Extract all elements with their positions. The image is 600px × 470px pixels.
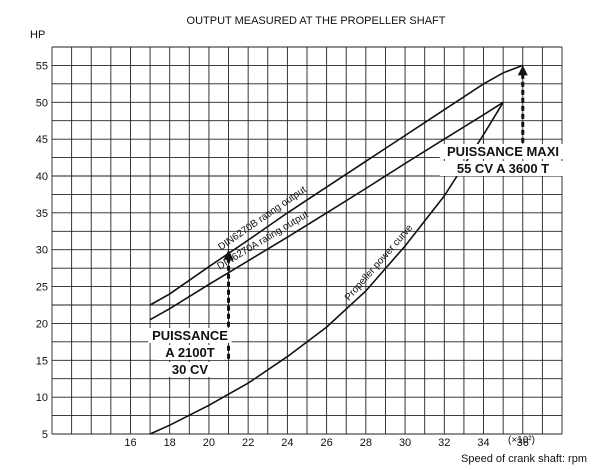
- y-tick-label: 30: [36, 245, 48, 257]
- annotation-arrow-head: [223, 249, 234, 260]
- annotation-line: A 2100T: [165, 345, 214, 360]
- x-axis-label: Speed of crank shaft: rpm: [461, 453, 587, 465]
- annotation-text-bg: [439, 144, 567, 159]
- chart-title: OUTPUT MEASURED AT THE PROPELLER SHAFT: [187, 15, 446, 27]
- y-tick-label: 5: [42, 429, 48, 441]
- y-tick-label: 55: [36, 60, 48, 72]
- y-axis-label: HP: [30, 29, 45, 41]
- annotation-text-bg: [439, 161, 567, 176]
- y-tick-label: 10: [36, 392, 48, 404]
- annotation-text-bg: [156, 345, 224, 360]
- tick-labels: 5 10 15 20 25 30 35 40 45 50 55 16 18 20 22 24 26 28 30 32 3…: [36, 60, 529, 449]
- x-tick-label: 24: [281, 437, 293, 449]
- y-tick-label: 20: [36, 318, 48, 330]
- x-tick-label: 18: [164, 437, 176, 449]
- x-tick-label: 34: [477, 437, 489, 449]
- annotation-line: PUISSANCE MAXI: [447, 144, 559, 159]
- annotation-text: PUISSANCE MAXI 55 CV A 3600 T: [439, 144, 567, 176]
- annotation-text-bg: [148, 328, 232, 343]
- annotation-line: PUISSANCE: [152, 328, 228, 343]
- x-tick-label: 36: [517, 437, 529, 449]
- x-tick-label: 30: [399, 437, 411, 449]
- x-tick-label: 28: [360, 437, 372, 449]
- x-tick-label: 20: [203, 437, 215, 449]
- series-line: [149, 64, 524, 306]
- annotation-line: 55 CV A 3600 T: [457, 161, 549, 176]
- annotation-text: PUISSANCE A 2100T 30 CV: [148, 328, 232, 377]
- y-tick-label: 45: [36, 134, 48, 146]
- x-tick-label: 26: [320, 437, 332, 449]
- annotation-line: 30 CV: [172, 362, 208, 377]
- y-tick-label: 25: [36, 282, 48, 294]
- y-tick-label: 35: [36, 208, 48, 220]
- y-tick-label: 40: [36, 171, 48, 183]
- annotation-text-bg: [165, 362, 215, 377]
- x-tick-label: 32: [438, 437, 450, 449]
- y-tick-label: 15: [36, 355, 48, 367]
- x-unit-label: (×10²): [508, 435, 535, 446]
- y-tick-label: 50: [36, 97, 48, 109]
- series-line: [149, 101, 504, 321]
- x-tick-label: 16: [124, 437, 136, 449]
- annotation-arrow-head: [517, 65, 528, 76]
- annotations: PUISSANCE A 2100T 30 CV PUISSANCE MAXI 55 CV…: [148, 65, 567, 377]
- x-tick-label: 22: [242, 437, 254, 449]
